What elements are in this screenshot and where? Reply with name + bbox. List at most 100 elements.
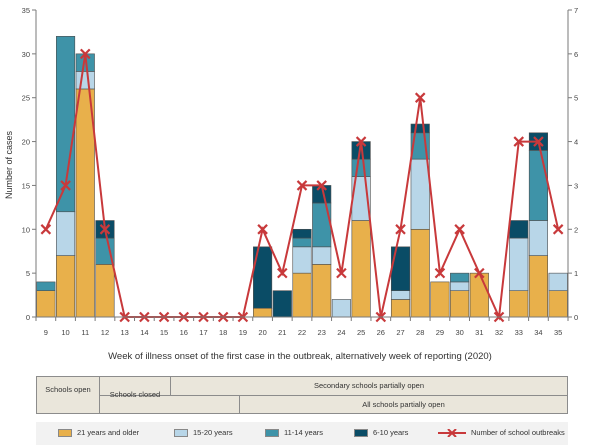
- outbreak-marker: [533, 136, 544, 147]
- marker-stroke: [99, 224, 111, 235]
- bar-segment: [528, 255, 548, 318]
- bar-segment: [292, 228, 312, 239]
- x-tick-label: 29: [436, 328, 444, 337]
- all-partially-open-label: All schools partially open: [362, 400, 445, 409]
- legend: 21 years and older 15-20 years 11-14 yea…: [36, 422, 568, 445]
- outbreak-marker: [277, 267, 288, 279]
- bar-segment: [75, 88, 95, 318]
- legend-item-11-14: 11-14 years: [265, 428, 324, 438]
- legend-item-15-20: 15-20 years: [174, 428, 233, 438]
- outbreak-marker: [513, 136, 525, 147]
- bar-segment: [312, 246, 332, 265]
- y-axis-title: Number of cases: [4, 130, 14, 199]
- marker-stroke: [513, 136, 525, 147]
- x-tick-label: 23: [318, 328, 326, 337]
- bar-segment: [390, 246, 411, 291]
- bar-segment: [56, 211, 76, 256]
- marker-stroke: [336, 267, 347, 279]
- x-tick-label: 17: [199, 328, 207, 337]
- bar-segment: [312, 202, 332, 248]
- y-tick-label: 0: [26, 313, 30, 322]
- bar-segment: [292, 246, 312, 274]
- marker-stroke: [277, 267, 288, 279]
- schools-closed-label: Schools closed: [109, 390, 161, 399]
- x-tick-label: 32: [495, 328, 503, 337]
- y2-tick-label: 6: [574, 50, 578, 59]
- x-tick-label: 21: [278, 328, 286, 337]
- bar-segment: [75, 71, 95, 90]
- marker-stroke: [40, 224, 52, 235]
- y-tick-label: 20: [22, 138, 30, 147]
- y2-tick-label: 4: [574, 138, 578, 147]
- outbreak-marker: [474, 267, 485, 279]
- bar-segment: [410, 123, 430, 134]
- secondary-partially-open-label: Secondary schools partially open: [313, 381, 425, 390]
- bar-segment: [272, 290, 292, 318]
- bar-segment: [390, 290, 411, 300]
- outbreak-marker: [257, 224, 268, 235]
- bar-segment: [509, 237, 529, 291]
- bar-segment: [528, 150, 548, 221]
- y2-tick-label: 7: [574, 6, 578, 15]
- x-tick-label: 12: [101, 328, 109, 337]
- legend-swatch: [174, 429, 188, 438]
- bars-layer: [36, 36, 568, 318]
- outbreak-marker: [552, 224, 564, 235]
- outbreak-marker: [336, 267, 347, 279]
- outbreak-marker: [99, 224, 111, 235]
- outbreak-marker: [414, 92, 426, 103]
- y2-tick-label: 3: [574, 181, 578, 190]
- bar-segment: [36, 281, 56, 291]
- x-tick-label: 35: [554, 328, 562, 337]
- outbreak-marker: [60, 180, 71, 191]
- marker-stroke: [414, 92, 426, 103]
- marker-stroke: [434, 267, 446, 279]
- bar-segment: [509, 290, 529, 318]
- legend-label: 15-20 years: [193, 428, 233, 437]
- bar-segment: [410, 158, 430, 230]
- legend-label: 21 years and older: [77, 428, 140, 437]
- bar-segment: [95, 264, 115, 318]
- y-tick-label: 5: [26, 269, 30, 278]
- bar-segment: [351, 158, 371, 177]
- legend-label: Number of school outbreaks: [471, 428, 565, 437]
- y-tick-label: 35: [22, 6, 30, 15]
- x-tick-label: 18: [219, 328, 227, 337]
- timeline-divider: [170, 377, 171, 395]
- marker-stroke: [355, 136, 367, 147]
- x-tick-label: 30: [455, 328, 463, 337]
- timeline-divider: [239, 395, 240, 413]
- x-tick-label: 9: [44, 328, 48, 337]
- x-tick-label: 19: [239, 328, 247, 337]
- legend-line-swatch: [438, 429, 466, 438]
- outbreak-marker: [79, 48, 91, 60]
- y-tick-label: 15: [22, 181, 30, 190]
- marker-stroke: [316, 180, 327, 191]
- schools-open-label: Schools open: [45, 385, 91, 394]
- y-tick-label: 25: [22, 94, 30, 103]
- x-tick-label: 11: [81, 328, 89, 337]
- bar-segment: [410, 228, 430, 318]
- x-tick-label: 13: [120, 328, 128, 337]
- legend-swatch: [354, 429, 368, 438]
- legend-label: 11-14 years: [284, 428, 324, 437]
- bar-segment: [430, 281, 450, 318]
- x-tick-label: 33: [515, 328, 523, 337]
- x-tick-label: 24: [337, 328, 345, 337]
- school-status-timeline: Schools open Schools closed Secondary sc…: [36, 376, 568, 414]
- marker-stroke: [296, 180, 308, 191]
- y2-tick-label: 2: [574, 225, 578, 234]
- marker-stroke: [79, 48, 91, 60]
- outbreak-line-layer: [40, 48, 564, 323]
- outbreak-marker: [454, 224, 465, 235]
- marker-stroke: [60, 180, 71, 191]
- legend-swatch: [265, 429, 279, 438]
- outbreak-marker: [434, 267, 446, 279]
- y-tick-label: 30: [22, 50, 30, 59]
- x-tick-label: 25: [357, 328, 365, 337]
- x-tick-label: 26: [377, 328, 385, 337]
- legend-item-21-older: 21 years and older: [58, 428, 140, 438]
- marker-stroke: [474, 267, 485, 279]
